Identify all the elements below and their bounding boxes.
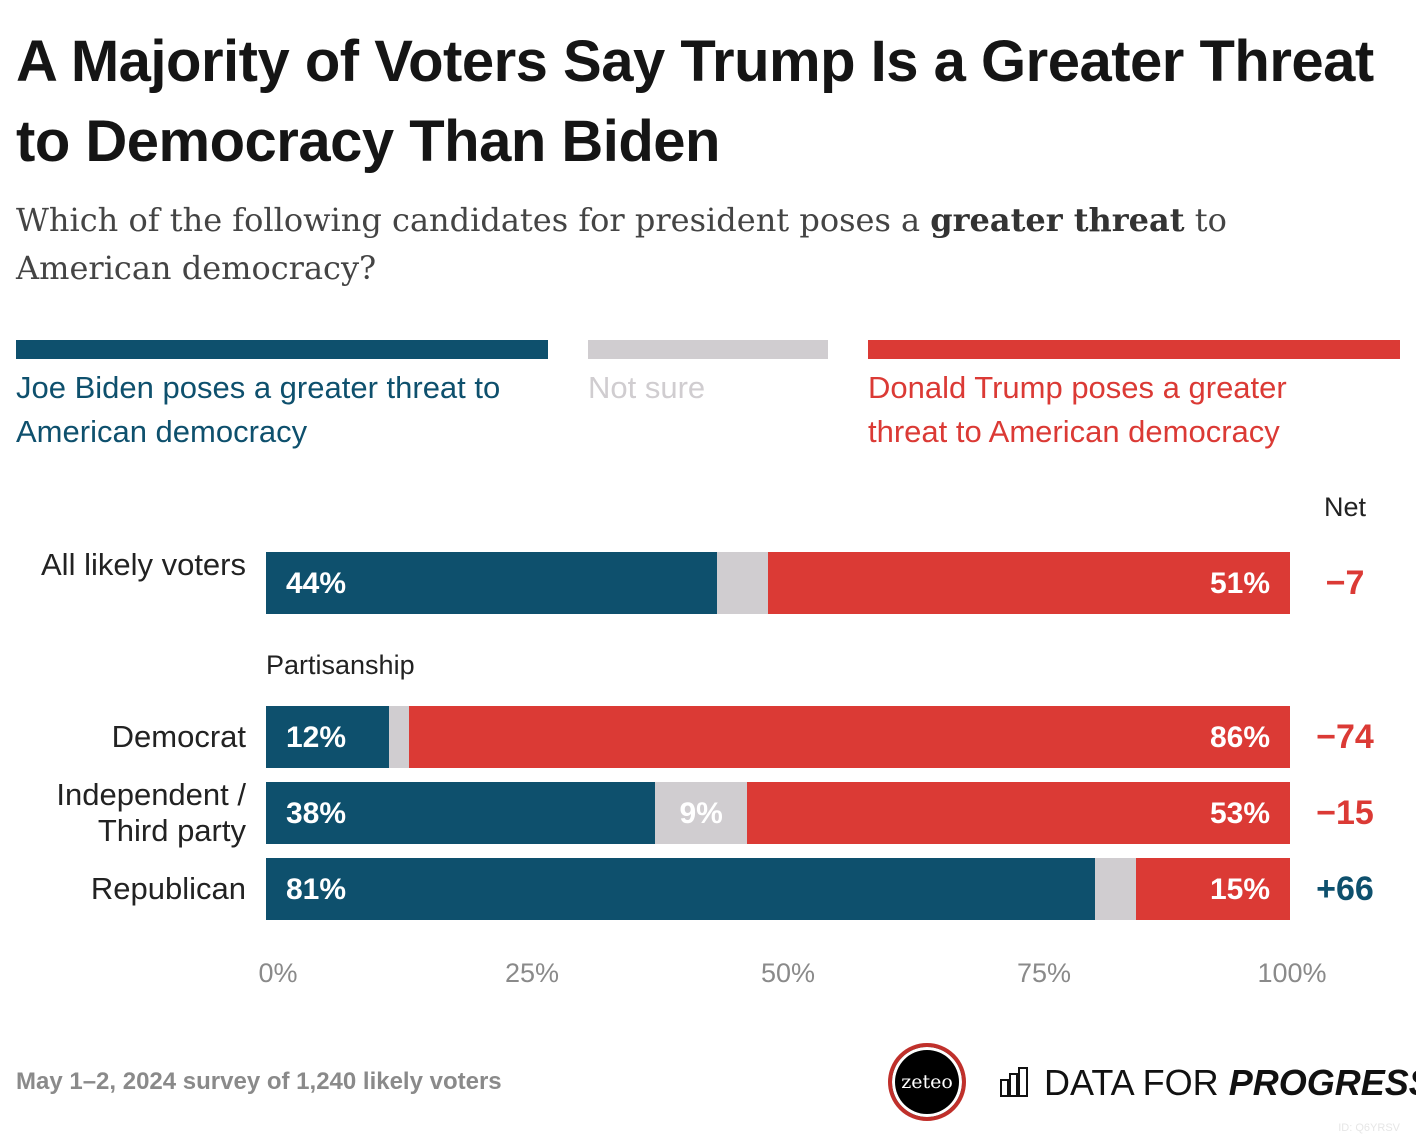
bar-segment-not-sure <box>388 706 410 768</box>
chart-id: ID: Q6YRSV <box>1338 1122 1400 1134</box>
x-tick-50: 50% <box>760 958 816 988</box>
row-label: Republican <box>90 871 246 906</box>
row-label: Democrat <box>111 719 246 754</box>
bar-segment-trump <box>767 552 1290 614</box>
x-tick-100: 100% <box>1257 958 1327 988</box>
row-label: Independent / Third party <box>56 777 246 848</box>
net-value: −15 <box>1316 794 1374 832</box>
net-value: −74 <box>1316 718 1374 756</box>
data-label-trump: 51% <box>1209 567 1270 600</box>
bar-segment-trump <box>747 782 1290 844</box>
legend-label-not-sure: Not sure <box>588 370 706 405</box>
x-tick-0: 0% <box>258 958 298 988</box>
legend-swatch-not-sure <box>588 340 828 359</box>
subtitle-text: Which of the following candidates for pr… <box>16 201 931 239</box>
x-tick-75: 75% <box>1016 958 1072 988</box>
data-label-trump: 86% <box>1209 721 1270 754</box>
legend-swatch-trump <box>868 340 1400 359</box>
group-label-partisanship: Partisanship <box>266 650 415 680</box>
bar-segment-not-sure <box>716 552 768 614</box>
bar-segment-not-sure <box>1095 858 1137 920</box>
legend-label-trump: Donald Trump poses a greater threat to A… <box>868 370 1287 449</box>
bar-segment-trump <box>1136 858 1290 920</box>
chart-subtitle: Which of the following candidates for pr… <box>16 196 1316 292</box>
logo-text-bold: PROGRESS <box>1228 1062 1416 1103</box>
bar-segment-biden <box>266 782 656 844</box>
row-label: All likely voters <box>41 547 246 582</box>
chart-title: A Majority of Voters Say Trump Is a Grea… <box>16 29 1374 174</box>
bar-segment-biden <box>266 706 389 768</box>
net-header: Net <box>1323 492 1367 522</box>
data-label-biden: 44% <box>286 567 347 600</box>
net-value: +66 <box>1316 870 1374 908</box>
net-value: −7 <box>1325 564 1365 602</box>
bar-segment-trump <box>409 706 1290 768</box>
data-label-trump: 15% <box>1209 873 1270 906</box>
data-for-progress-bar-icon <box>1000 1067 1028 1097</box>
data-label-biden: 12% <box>286 721 347 754</box>
source-note: May 1–2, 2024 survey of 1,240 likely vot… <box>16 1068 502 1095</box>
x-tick-25: 25% <box>504 958 560 988</box>
logo-text-regular: DATA FOR <box>1044 1062 1229 1103</box>
legend-label-biden: Joe Biden poses a greater threat to Amer… <box>16 370 501 449</box>
bar-segment-biden <box>266 552 717 614</box>
data-label-biden: 38% <box>286 797 347 830</box>
legend-swatch-biden <box>16 340 548 359</box>
data-label-not-sure: 9% <box>679 797 723 830</box>
bar-segment-biden <box>266 858 1096 920</box>
zeteo-logo: zeteo <box>888 1043 966 1121</box>
subtitle-text-end: to American democracy? <box>16 201 1227 287</box>
data-for-progress-logo: DATA FOR PROGRESS <box>1044 1062 1416 1104</box>
bar-segment-not-sure <box>655 782 748 844</box>
data-label-trump: 53% <box>1209 797 1270 830</box>
subtitle-bold: greater threat <box>930 201 1185 239</box>
data-label-biden: 81% <box>286 873 347 906</box>
